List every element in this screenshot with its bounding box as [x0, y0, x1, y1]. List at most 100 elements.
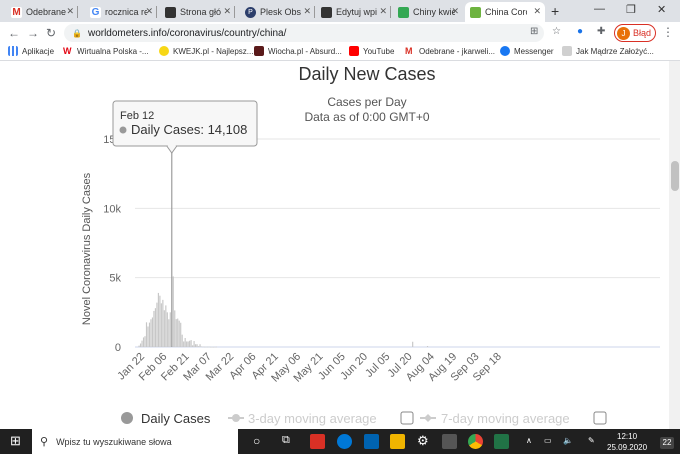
- bar[interactable]: [159, 295, 161, 347]
- translate-icon[interactable]: ⊞: [530, 26, 539, 37]
- bookmark-kwejk[interactable]: KWEJK.pl - Najlepsz...: [159, 46, 253, 56]
- bookmark-youtube[interactable]: YouTube: [349, 46, 394, 56]
- bar[interactable]: [189, 340, 191, 347]
- bar[interactable]: [148, 322, 151, 347]
- bar[interactable]: [184, 337, 186, 347]
- volume-icon[interactable]: 🔈: [563, 436, 573, 445]
- minimize-icon[interactable]: —: [594, 3, 605, 15]
- edge-icon[interactable]: [337, 434, 352, 449]
- bar[interactable]: [166, 312, 168, 347]
- checkbox-7day[interactable]: [593, 411, 607, 425]
- close-window-icon[interactable]: ✕: [657, 4, 667, 16]
- bar[interactable]: [156, 302, 158, 347]
- bar[interactable]: [199, 344, 201, 347]
- bar[interactable]: [175, 319, 177, 347]
- url-field[interactable]: 🔒 worldometers.info/coronavirus/country/…: [64, 24, 544, 42]
- back-icon[interactable]: ←: [8, 26, 20, 40]
- taskbar-search[interactable]: ⚲ Wpisz tu wyszukiwane słowa: [32, 429, 238, 454]
- task-view-icon[interactable]: ⧉: [282, 434, 290, 446]
- bar[interactable]: [151, 317, 154, 347]
- bar[interactable]: [157, 292, 159, 347]
- legend-label-daily[interactable]: Daily Cases: [141, 411, 211, 426]
- close-icon[interactable]: ✕: [303, 6, 311, 16]
- tray-chevron-icon[interactable]: ∧: [526, 436, 532, 445]
- bar[interactable]: [187, 341, 189, 347]
- bar[interactable]: [214, 346, 216, 348]
- bookmark-messenger[interactable]: Messenger: [500, 46, 554, 56]
- bar[interactable]: [145, 322, 148, 347]
- scrollbar-thumb[interactable]: [671, 161, 679, 191]
- bar[interactable]: [209, 346, 212, 348]
- tab-strona[interactable]: Strona głó ✕: [160, 2, 235, 22]
- bookmark-jak-madrze[interactable]: Jak Mądrze Założyć...: [562, 46, 654, 56]
- clock-date[interactable]: 25.09.2020: [607, 443, 648, 452]
- windows-start-icon[interactable]: ⊞: [10, 433, 21, 448]
- bar[interactable]: [174, 310, 176, 347]
- bar[interactable]: [160, 303, 162, 347]
- close-icon[interactable]: ✕: [223, 6, 231, 16]
- close-icon[interactable]: ✕: [379, 6, 387, 16]
- bar[interactable]: [212, 346, 214, 348]
- bookmark-apps[interactable]: Aplikacje: [8, 46, 54, 56]
- gmail-app-icon[interactable]: [310, 434, 325, 449]
- puzzle-icon[interactable]: ✚: [597, 26, 606, 37]
- notifications-badge[interactable]: 22: [660, 437, 674, 449]
- reload-icon[interactable]: ↻: [46, 26, 57, 40]
- bar[interactable]: [206, 346, 209, 348]
- bar[interactable]: [169, 312, 171, 347]
- close-icon[interactable]: ✕: [145, 6, 153, 16]
- bar[interactable]: [412, 341, 414, 347]
- extension-icon[interactable]: ●: [577, 26, 584, 37]
- bar[interactable]: [197, 346, 200, 347]
- bar[interactable]: [208, 346, 210, 348]
- bar[interactable]: [203, 346, 206, 348]
- excel-icon[interactable]: [494, 434, 509, 449]
- bar[interactable]: [142, 337, 145, 347]
- cortana-icon[interactable]: ○: [253, 434, 261, 448]
- bar[interactable]: [172, 276, 174, 347]
- bar[interactable]: [147, 326, 149, 347]
- bar[interactable]: [196, 344, 198, 347]
- bar[interactable]: [177, 318, 179, 347]
- chrome-icon[interactable]: [468, 434, 483, 449]
- tab-chiny[interactable]: Chiny kwie ✕: [393, 2, 463, 22]
- bar[interactable]: [150, 319, 152, 347]
- tab-plesk[interactable]: P Plesk Obs ✕: [240, 2, 315, 22]
- bar[interactable]: [205, 346, 207, 348]
- bookmark-wp[interactable]: W Wirtualna Polska -...: [63, 46, 149, 56]
- bar[interactable]: [194, 344, 197, 347]
- bar[interactable]: [192, 345, 194, 347]
- star-icon[interactable]: ☆: [552, 26, 561, 37]
- bar[interactable]: [165, 305, 167, 347]
- mail-icon[interactable]: [364, 434, 379, 449]
- bar[interactable]: [193, 341, 195, 347]
- bar[interactable]: [163, 310, 165, 347]
- bar[interactable]: [211, 346, 213, 348]
- tab-edytuj[interactable]: Edytuj wpi ✕: [316, 2, 391, 22]
- file-explorer-icon[interactable]: [390, 434, 405, 449]
- bar[interactable]: [202, 346, 204, 348]
- bar[interactable]: [168, 319, 170, 347]
- new-tab-button[interactable]: +: [551, 3, 560, 19]
- tab-china-coronavirus[interactable]: China Coro ✕: [465, 2, 545, 22]
- menu-icon[interactable]: ⋮: [662, 25, 674, 39]
- bookmark-odebrane[interactable]: M Odebrane - jkarweli...: [405, 46, 495, 56]
- bar[interactable]: [215, 346, 217, 348]
- bar[interactable]: [181, 334, 183, 347]
- close-icon[interactable]: ✕: [533, 6, 541, 16]
- scrollbar[interactable]: [669, 61, 680, 429]
- bar[interactable]: [144, 336, 146, 347]
- clock-time[interactable]: 12:10: [617, 432, 638, 441]
- bar[interactable]: [426, 346, 429, 347]
- bar[interactable]: [139, 343, 142, 347]
- bookmark-wiocha[interactable]: Wiocha.pl - Absurd...: [254, 46, 342, 56]
- bar[interactable]: [180, 322, 182, 347]
- network-icon[interactable]: ▭: [544, 436, 552, 445]
- settings-icon[interactable]: ⚙: [417, 433, 429, 448]
- legend-marker-daily[interactable]: [121, 412, 133, 424]
- bar[interactable]: [178, 320, 180, 347]
- bar[interactable]: [183, 341, 185, 347]
- forward-icon[interactable]: →: [27, 26, 39, 40]
- bar[interactable]: [153, 310, 155, 347]
- store-icon[interactable]: [442, 434, 457, 449]
